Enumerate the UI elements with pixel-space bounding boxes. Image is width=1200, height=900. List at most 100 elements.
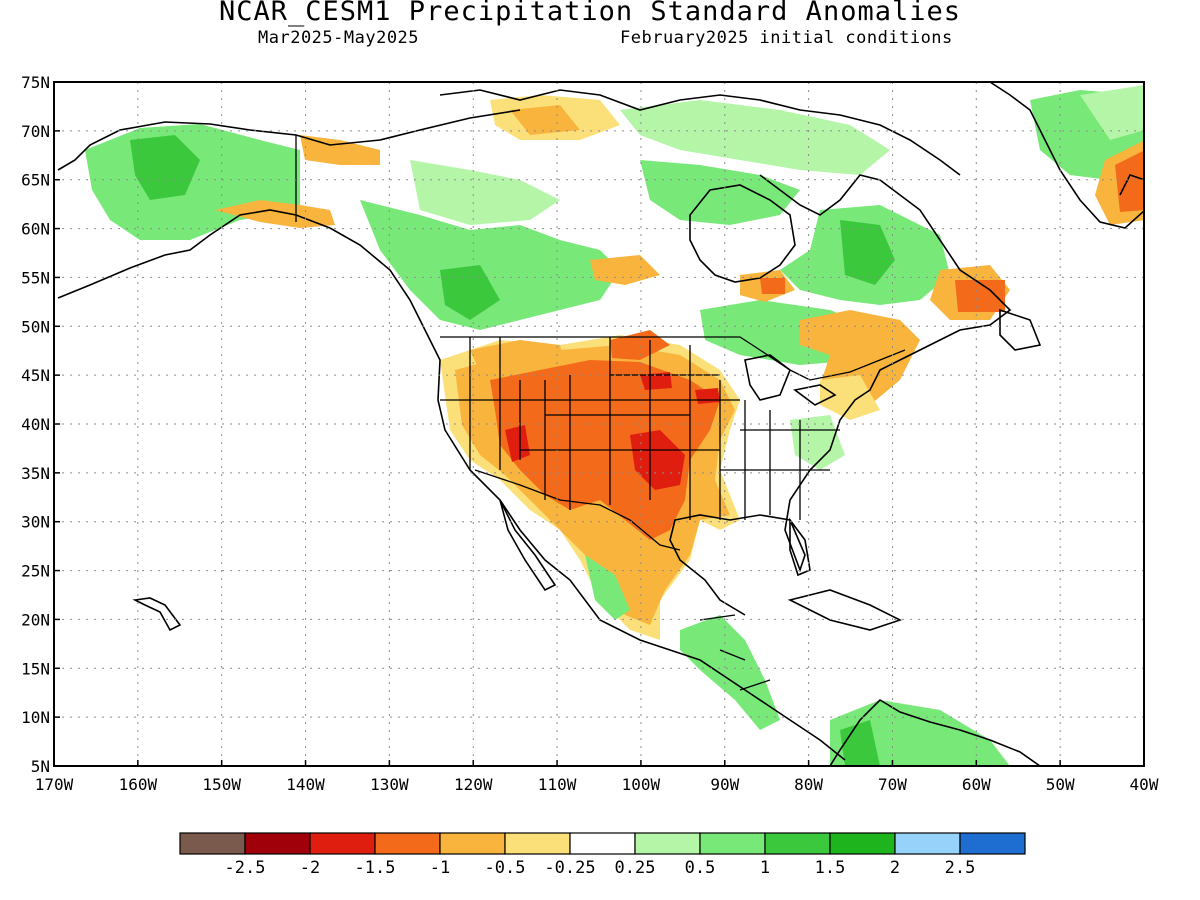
- lat-tick-label: 50N: [21, 317, 50, 336]
- wet-region-arctic-islands: [620, 100, 890, 175]
- lat-tick-label: 15N: [21, 659, 50, 678]
- dry-core-arctic: [510, 105, 580, 135]
- colorbar-swatch: [374, 832, 441, 855]
- dry-region-gulf-of-alaska: [215, 200, 335, 228]
- wet-region-western-canada: [360, 200, 620, 330]
- dry-core-oklahoma: [630, 430, 685, 490]
- forecast-period-subtitle: Mar2025-May2025: [258, 28, 420, 48]
- colorbar-swatch: [699, 832, 766, 855]
- dry-core-iowa: [695, 388, 720, 404]
- lat-tick-label: 35N: [21, 464, 50, 483]
- anomaly-shading: [85, 85, 1144, 766]
- lon-tick-label: 120W: [454, 775, 493, 794]
- coastline-greenland-east: [1119, 174, 1144, 196]
- dry-core-nebraska: [640, 372, 672, 390]
- colorbar: -2.5 -2 -1.5 -1 -0.5 -0.25 0.25 0.5 1 1.5 2 2.5: [179, 832, 1026, 878]
- lon-tick-label: 160W: [119, 775, 158, 794]
- coastline-gulf-of-mexico: [829, 698, 1041, 766]
- borders-us-states: [440, 337, 840, 520]
- coastline-cuba: [787, 589, 903, 631]
- coastline-hudson-bay: [689, 184, 796, 283]
- colorbar-swatch: [894, 832, 961, 855]
- colorbar-label: -2: [300, 858, 320, 878]
- lat-tick-label: 30N: [21, 513, 50, 532]
- lat-tick-label: 70N: [21, 122, 50, 141]
- colorbar-label: 0.25: [615, 858, 656, 878]
- coastline-arctic-islands: [439, 89, 961, 176]
- dry-core-greenland: [1115, 150, 1144, 212]
- coastline-alaska: [57, 109, 521, 171]
- coastline-great-lakes: [744, 354, 837, 406]
- lon-tick-label: 70W: [878, 775, 907, 794]
- coastline-florida: [789, 517, 811, 577]
- lat-tick-label: 55N: [21, 268, 50, 287]
- colorbar-swatch: [764, 832, 831, 855]
- colorbar-label: 2.5: [945, 858, 976, 878]
- lon-tick-label: 50W: [1046, 775, 1075, 794]
- lat-tick-label: 5N: [31, 757, 50, 776]
- colorbar-swatch: [569, 832, 636, 855]
- longitude-tick-labels: 170W 160W 150W 140W 130W 120W 110W 100W 90W 80W 70…: [35, 760, 1159, 794]
- dry-core-labrador: [955, 280, 1005, 312]
- colorbar-label: -1.5: [355, 858, 396, 878]
- borders-central-america: [699, 614, 771, 691]
- dry-core-nevada: [505, 425, 530, 462]
- lat-lon-grid: [54, 82, 1144, 766]
- dry-region-pacific-northwest: [470, 340, 565, 372]
- latitude-tick-labels: 75N 70N 65N 60N 55N 50N 45N 40N 35N 30N 25N 20N 15N 1…: [21, 73, 60, 776]
- wet-region-western-canada-light: [410, 160, 560, 225]
- lon-tick-label: 100W: [622, 775, 661, 794]
- wet-region-central-america: [680, 615, 780, 730]
- colorbar-label: 1.5: [815, 858, 846, 878]
- coastline-baja: [499, 499, 557, 592]
- lon-tick-label: 60W: [962, 775, 991, 794]
- colorbar-swatch: [829, 832, 896, 855]
- colorbar-label: 1: [760, 858, 770, 878]
- lat-tick-label: 40N: [21, 415, 50, 434]
- colorbar-swatch: [634, 832, 701, 855]
- coastline-alaska-south: [57, 209, 846, 761]
- lat-tick-label: 60N: [21, 220, 50, 239]
- lon-tick-label: 110W: [538, 775, 577, 794]
- colorbar-swatch: [309, 832, 376, 855]
- lon-tick-label: 170W: [35, 775, 74, 794]
- wet-core-south-america: [840, 720, 880, 766]
- lon-tick-label: 80W: [794, 775, 823, 794]
- colorbar-swatch: [959, 832, 1026, 855]
- lon-tick-label: 130W: [370, 775, 409, 794]
- dry-core-hudson-bay: [760, 278, 785, 294]
- dry-region-new-england: [820, 375, 880, 420]
- lat-tick-label: 45N: [21, 366, 50, 385]
- colorbar-label: -0.25: [544, 858, 595, 878]
- colorbar-label: -2.5: [225, 858, 266, 878]
- lat-tick-label: 20N: [21, 610, 50, 629]
- lon-tick-label: 90W: [710, 775, 739, 794]
- coastline-hawaii: [132, 597, 182, 632]
- lat-tick-label: 65N: [21, 171, 50, 190]
- colorbar-label: 2: [890, 858, 900, 878]
- colorbar-swatch: [504, 832, 571, 855]
- initial-conditions-subtitle: February2025 initial conditions: [620, 28, 953, 48]
- border-us-mexico: [474, 469, 681, 551]
- colorbar-swatch: [244, 832, 311, 855]
- colorbar-label: -1: [430, 858, 450, 878]
- wet-region-western-mexico: [585, 555, 630, 620]
- coastline-newfoundland: [999, 308, 1042, 351]
- wet-core-western-canada: [440, 265, 500, 320]
- wet-core-alaska: [130, 135, 200, 200]
- colorbar-label: -0.5: [485, 858, 526, 878]
- wet-region-greenland-light: [1080, 85, 1144, 140]
- wet-region-east-coast: [790, 415, 845, 470]
- wet-region-northern-canada: [640, 160, 800, 225]
- lat-tick-label: 25N: [21, 562, 50, 581]
- colorbar-label: 0.5: [685, 858, 716, 878]
- lon-tick-label: 40W: [1130, 775, 1159, 794]
- lat-tick-label: 10N: [21, 708, 50, 727]
- lat-tick-label: 75N: [21, 73, 50, 92]
- lon-tick-label: 140W: [286, 775, 325, 794]
- lon-tick-label: 150W: [202, 775, 241, 794]
- colorbar-swatch: [439, 832, 506, 855]
- chart-title: NCAR_CESM1 Precipitation Standard Anomal…: [219, 0, 961, 27]
- dry-region-manitoba: [590, 255, 660, 285]
